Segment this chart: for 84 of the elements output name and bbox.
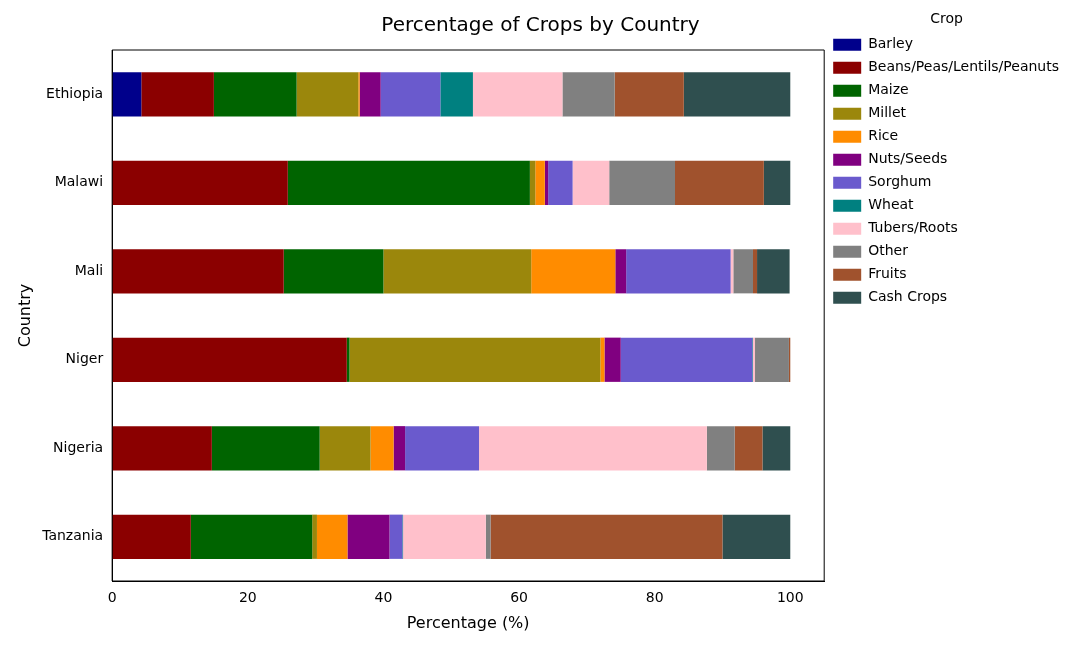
bar bbox=[755, 337, 789, 382]
bar bbox=[609, 160, 675, 205]
bar bbox=[472, 72, 563, 117]
legend-label: Millet bbox=[868, 104, 907, 121]
legend-label: Other bbox=[868, 242, 909, 259]
bar bbox=[600, 337, 605, 382]
bar bbox=[762, 426, 791, 471]
bar bbox=[316, 514, 348, 559]
bar bbox=[405, 426, 480, 471]
y-tick-label: Nigeria bbox=[53, 438, 104, 455]
bar bbox=[346, 337, 350, 382]
legend-label: Tubers/Roots bbox=[867, 219, 958, 236]
y-tick-label: Ethiopia bbox=[46, 84, 104, 101]
bar bbox=[370, 426, 394, 471]
bar bbox=[763, 160, 791, 205]
bar bbox=[529, 160, 536, 205]
bar bbox=[572, 160, 610, 205]
bar bbox=[389, 514, 403, 559]
bar bbox=[393, 426, 406, 471]
legend-label: Cash Crops bbox=[868, 288, 948, 305]
legend-label: Rice bbox=[868, 127, 899, 144]
x-tick-label: 0 bbox=[107, 589, 117, 606]
bar bbox=[562, 72, 615, 117]
bar bbox=[190, 514, 313, 559]
y-tick-label: Mali bbox=[74, 261, 104, 278]
bar bbox=[312, 514, 317, 559]
x-tick-label: 20 bbox=[238, 589, 257, 606]
x-axis-title: Percentage (%) bbox=[406, 612, 530, 632]
bar bbox=[112, 249, 284, 294]
y-tick-label: Malawi bbox=[54, 173, 104, 190]
x-tick-label: 80 bbox=[645, 589, 664, 606]
y-axis-title: Country bbox=[14, 283, 34, 348]
bar bbox=[211, 426, 320, 471]
legend-title: Crop bbox=[930, 9, 964, 26]
bar bbox=[359, 72, 381, 117]
legend-label: Nuts/Seeds bbox=[868, 150, 948, 167]
bar bbox=[347, 514, 390, 559]
bar bbox=[112, 426, 212, 471]
legend-label: Sorghum bbox=[868, 173, 932, 190]
bar bbox=[722, 514, 791, 559]
bar bbox=[112, 337, 347, 382]
bar bbox=[319, 426, 371, 471]
bar bbox=[141, 72, 214, 117]
bar bbox=[626, 249, 731, 294]
x-tick-label: 60 bbox=[510, 589, 528, 606]
x-tick-label: 40 bbox=[374, 589, 393, 606]
bar bbox=[490, 514, 723, 559]
bar bbox=[440, 72, 473, 117]
bar bbox=[485, 514, 491, 559]
bar bbox=[296, 72, 359, 117]
bar bbox=[531, 249, 616, 294]
bar bbox=[733, 249, 753, 294]
x-tick-label: 100 bbox=[776, 589, 804, 606]
bar bbox=[706, 426, 735, 471]
legend-label: Maize bbox=[868, 81, 909, 98]
bar bbox=[614, 72, 684, 117]
y-tick-label: Niger bbox=[65, 350, 104, 367]
chart-title: Percentage of Crops by Country bbox=[381, 12, 700, 37]
bar bbox=[112, 72, 142, 117]
bar bbox=[604, 337, 621, 382]
legend-label: Fruits bbox=[868, 265, 907, 282]
bar bbox=[383, 249, 532, 294]
bar bbox=[683, 72, 791, 117]
legend-label: Wheat bbox=[868, 196, 915, 213]
bar bbox=[112, 514, 191, 559]
legend-label: Barley bbox=[868, 35, 913, 52]
bar bbox=[283, 249, 384, 294]
bar bbox=[615, 249, 627, 294]
bar bbox=[380, 72, 441, 117]
bar bbox=[403, 514, 486, 559]
legend-label: Beans/Peas/Lentils/Peanuts bbox=[868, 58, 1059, 75]
bar bbox=[620, 337, 753, 382]
bar bbox=[349, 337, 601, 382]
y-tick-label: Tanzania bbox=[41, 527, 104, 544]
bar bbox=[112, 160, 288, 205]
bar bbox=[479, 426, 707, 471]
bar bbox=[675, 160, 764, 205]
bar bbox=[752, 249, 758, 294]
bar bbox=[535, 160, 545, 205]
bar bbox=[548, 160, 573, 205]
bar bbox=[213, 72, 297, 117]
bar bbox=[757, 249, 790, 294]
bar bbox=[287, 160, 530, 205]
bar bbox=[734, 426, 763, 471]
